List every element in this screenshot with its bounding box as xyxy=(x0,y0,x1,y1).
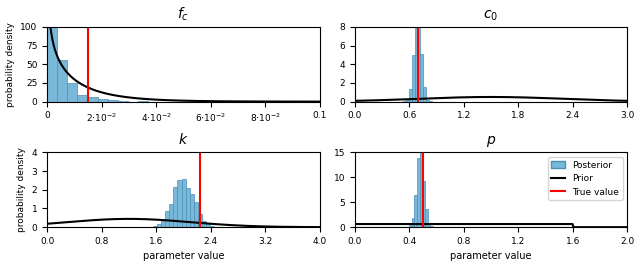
Bar xyxy=(177,180,182,227)
Bar xyxy=(47,0,57,102)
Bar xyxy=(409,89,412,102)
Bar xyxy=(173,187,177,227)
Bar xyxy=(425,209,428,227)
Bar xyxy=(97,99,108,102)
Bar xyxy=(409,225,412,227)
Bar xyxy=(412,55,415,102)
Bar xyxy=(186,188,189,227)
X-axis label: parameter value: parameter value xyxy=(451,252,532,261)
Bar xyxy=(417,158,420,227)
Bar xyxy=(417,17,420,102)
Bar xyxy=(420,150,422,227)
Y-axis label: probability density: probability density xyxy=(6,22,15,107)
Bar xyxy=(165,211,169,227)
Bar xyxy=(428,223,430,227)
Title: $k$: $k$ xyxy=(178,132,189,147)
Bar xyxy=(57,60,67,102)
Bar xyxy=(202,221,206,227)
Bar xyxy=(415,17,417,102)
Bar xyxy=(153,226,157,227)
Bar xyxy=(108,100,118,102)
Bar xyxy=(157,223,161,227)
Y-axis label: probability density: probability density xyxy=(17,147,26,232)
Title: $f_c$: $f_c$ xyxy=(177,6,189,23)
Legend: Posterior, Prior, True value: Posterior, Prior, True value xyxy=(548,157,623,200)
Title: $c_0$: $c_0$ xyxy=(483,9,499,23)
Bar xyxy=(211,226,214,227)
Bar xyxy=(426,100,429,102)
Bar xyxy=(77,95,88,102)
Bar xyxy=(189,194,194,227)
Bar xyxy=(415,195,417,227)
Bar xyxy=(88,97,97,102)
Bar xyxy=(406,100,409,102)
Bar xyxy=(422,181,425,227)
Bar xyxy=(206,224,211,227)
X-axis label: parameter value: parameter value xyxy=(143,252,224,261)
Bar xyxy=(412,218,415,227)
Bar xyxy=(182,179,186,227)
Bar xyxy=(198,214,202,227)
Bar xyxy=(420,54,423,102)
Bar xyxy=(430,226,433,227)
Title: $p$: $p$ xyxy=(486,134,496,149)
Bar xyxy=(194,202,198,227)
Bar xyxy=(161,220,165,227)
Bar xyxy=(403,101,406,102)
Bar xyxy=(67,83,77,102)
Bar xyxy=(169,204,173,227)
Bar xyxy=(118,101,128,102)
Bar xyxy=(423,87,426,102)
